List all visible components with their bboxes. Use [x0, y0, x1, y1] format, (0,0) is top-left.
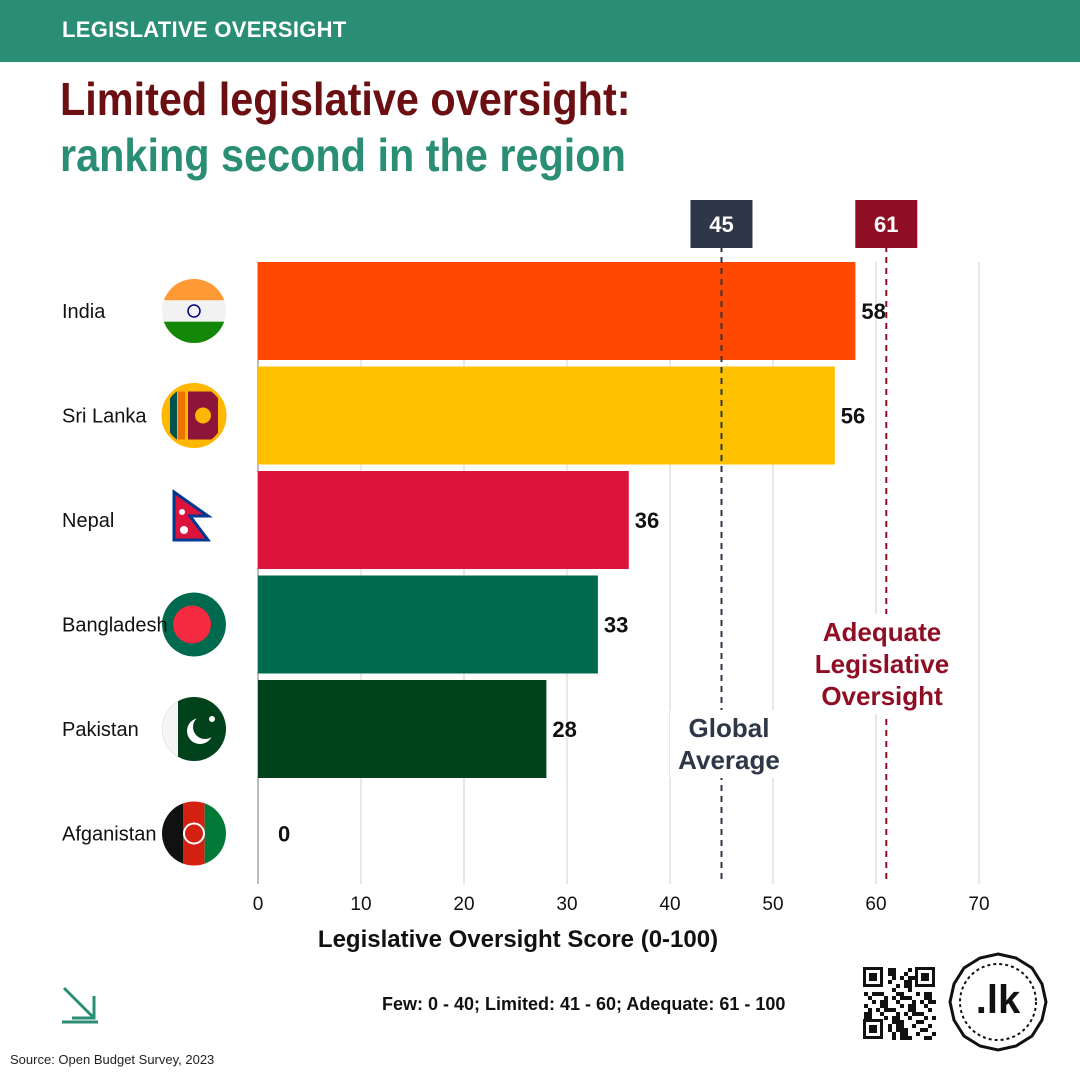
lk-logo-icon [948, 952, 1048, 1052]
logo-text: .lk [975, 978, 1021, 1022]
sri-lanka-flag [161, 383, 227, 448]
reference-badge-label: 61 [874, 212, 898, 237]
adequate-oversight-note: Adequate Legislative Oversight [800, 614, 964, 714]
x-tick-label: 30 [556, 894, 577, 915]
bar [258, 471, 629, 569]
source-note: Source: Open Budget Survey, 2023 [10, 1052, 215, 1067]
country-label: India [62, 301, 106, 323]
x-tick-label: 10 [350, 894, 371, 915]
pakistan-flag [162, 697, 226, 761]
x-tick-label: 50 [762, 894, 783, 915]
reference-badge [690, 200, 753, 248]
country-label: Nepal [62, 510, 114, 532]
india-flag [162, 279, 226, 343]
value-label: 58 [861, 299, 885, 324]
value-label: 56 [841, 404, 865, 429]
global-average-note: Global Average [670, 710, 788, 778]
adequate-note-line2: Legislative [814, 649, 950, 679]
category-label: LEGISLATIVE OVERSIGHT [62, 17, 347, 42]
country-label: Pakistan [62, 719, 139, 741]
adequate-note-line1: Adequate [822, 617, 942, 647]
x-tick-label: 40 [659, 894, 680, 915]
value-label: 36 [635, 508, 659, 533]
qr-code-icon[interactable] [862, 966, 936, 1040]
adequate-note-line3: Oversight [821, 681, 943, 711]
arrow-down-right-icon [62, 986, 98, 1024]
reference-badge [855, 200, 918, 248]
x-tick-label: 60 [865, 894, 886, 915]
global-note-line1: Global [688, 713, 770, 743]
top-banner: LEGISLATIVE OVERSIGHT [0, 0, 1080, 62]
value-label: 0 [278, 822, 290, 847]
country-label: Sri Lanka [62, 406, 147, 428]
x-axis-title: Legislative Oversight Score (0-100) [317, 926, 719, 953]
page-subtitle: ranking second in the region [60, 129, 626, 181]
bar [258, 366, 835, 465]
bar [258, 575, 598, 674]
bar [258, 262, 856, 360]
x-tick-label: 20 [453, 894, 474, 915]
reference-badge-label: 45 [709, 212, 733, 237]
x-tick-label: 0 [253, 894, 264, 915]
nepal-flag [172, 489, 213, 542]
bangladesh-flag [162, 592, 226, 657]
bar [258, 680, 547, 778]
value-label: 33 [604, 613, 628, 638]
global-note-line2: Average [678, 745, 780, 775]
afghanistan-flag [162, 801, 226, 866]
country-label: Afganistan [62, 824, 157, 846]
value-label: 28 [552, 717, 576, 742]
x-tick-label: 70 [968, 894, 989, 915]
score-bands-note: Few: 0 - 40; Limited: 41 - 60; Adequate:… [382, 994, 786, 1014]
country-label: Bangladesh [62, 615, 168, 637]
page-title: Limited legislative oversight: [60, 73, 631, 125]
